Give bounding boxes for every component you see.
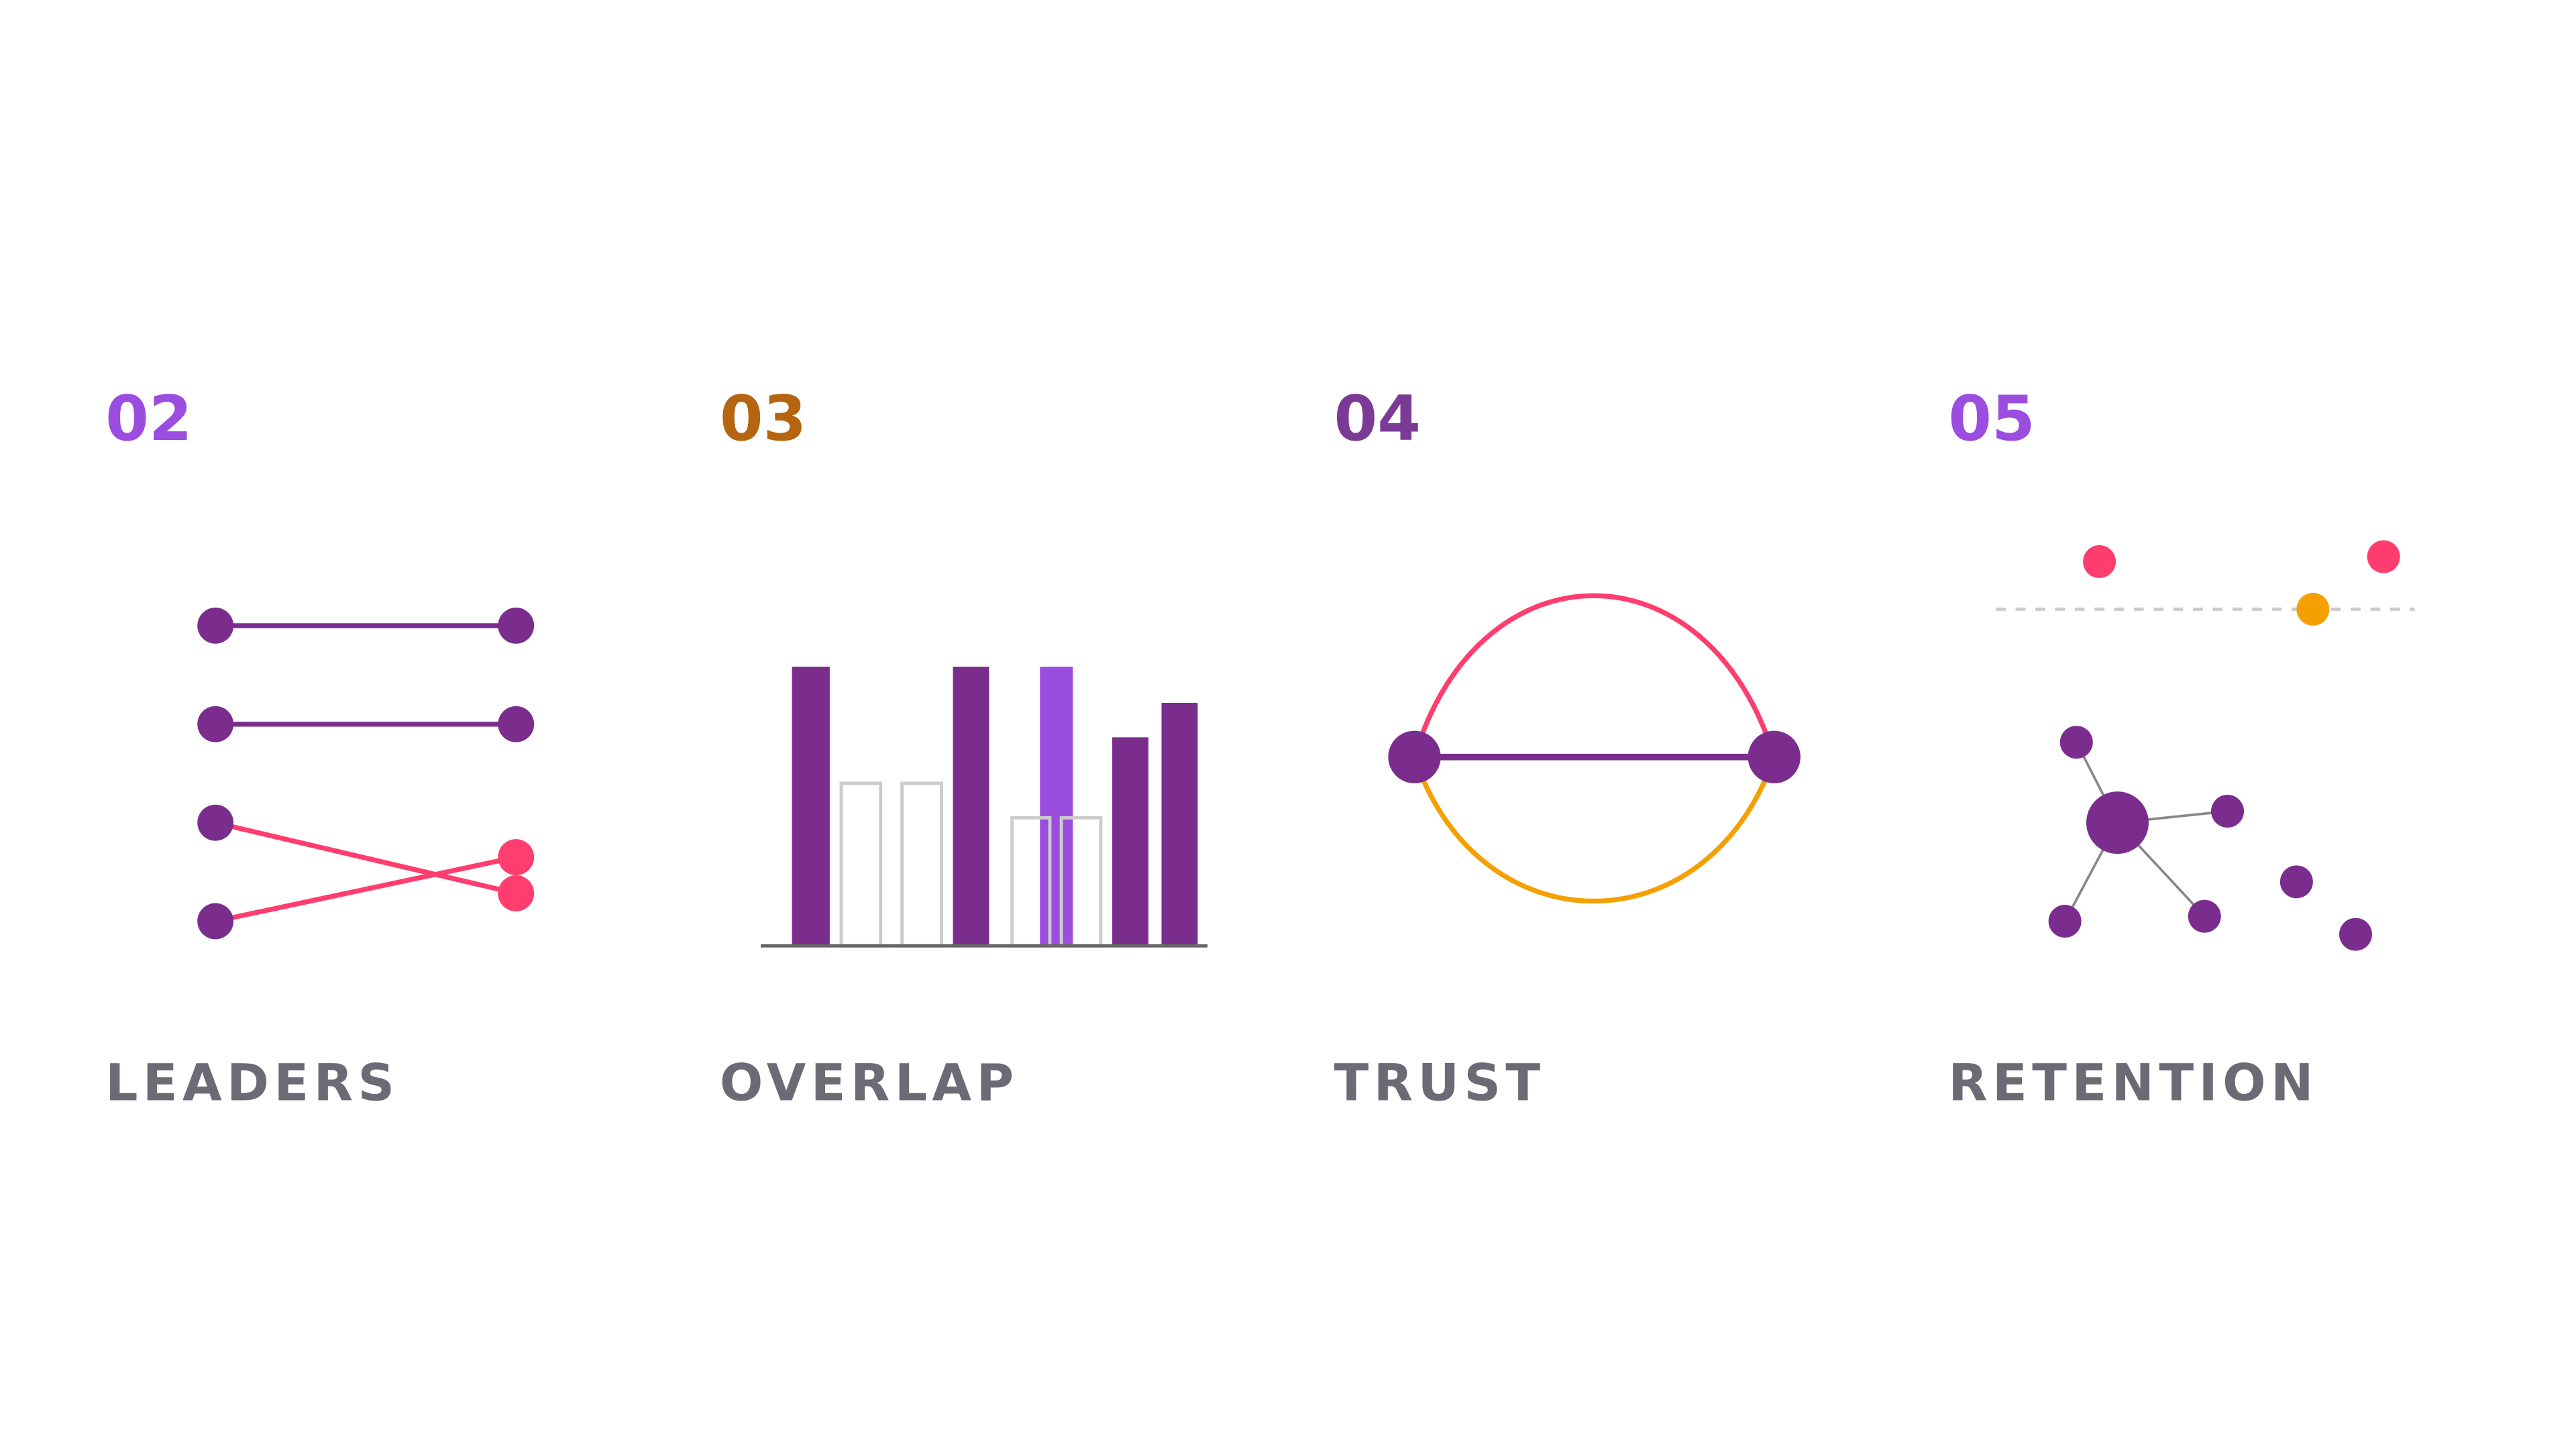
card-label: LEADERS: [105, 1053, 399, 1112]
card-number: 03: [720, 382, 806, 455]
icon-overlap: [761, 667, 1208, 948]
card-label: RETENTION: [1948, 1053, 2318, 1112]
card-label: TRUST: [1334, 1053, 1546, 1112]
card-label: OVERLAP: [720, 1053, 1019, 1112]
card-trust[interactable]: 04 TRUST: [1334, 382, 1801, 1112]
icon-trust: [1388, 593, 1801, 904]
icon-retention: [1996, 540, 2415, 951]
card-number: 05: [1948, 382, 2035, 455]
card-overlap[interactable]: 03 OVERLAP: [720, 382, 1208, 1112]
card-retention[interactable]: 05 RETENTION: [1948, 382, 2415, 1112]
icon-leaders: [197, 607, 535, 940]
card-number: 04: [1334, 382, 1421, 455]
card-leaders[interactable]: 02 LEADERS: [105, 382, 535, 1112]
card-number: 02: [105, 382, 192, 455]
